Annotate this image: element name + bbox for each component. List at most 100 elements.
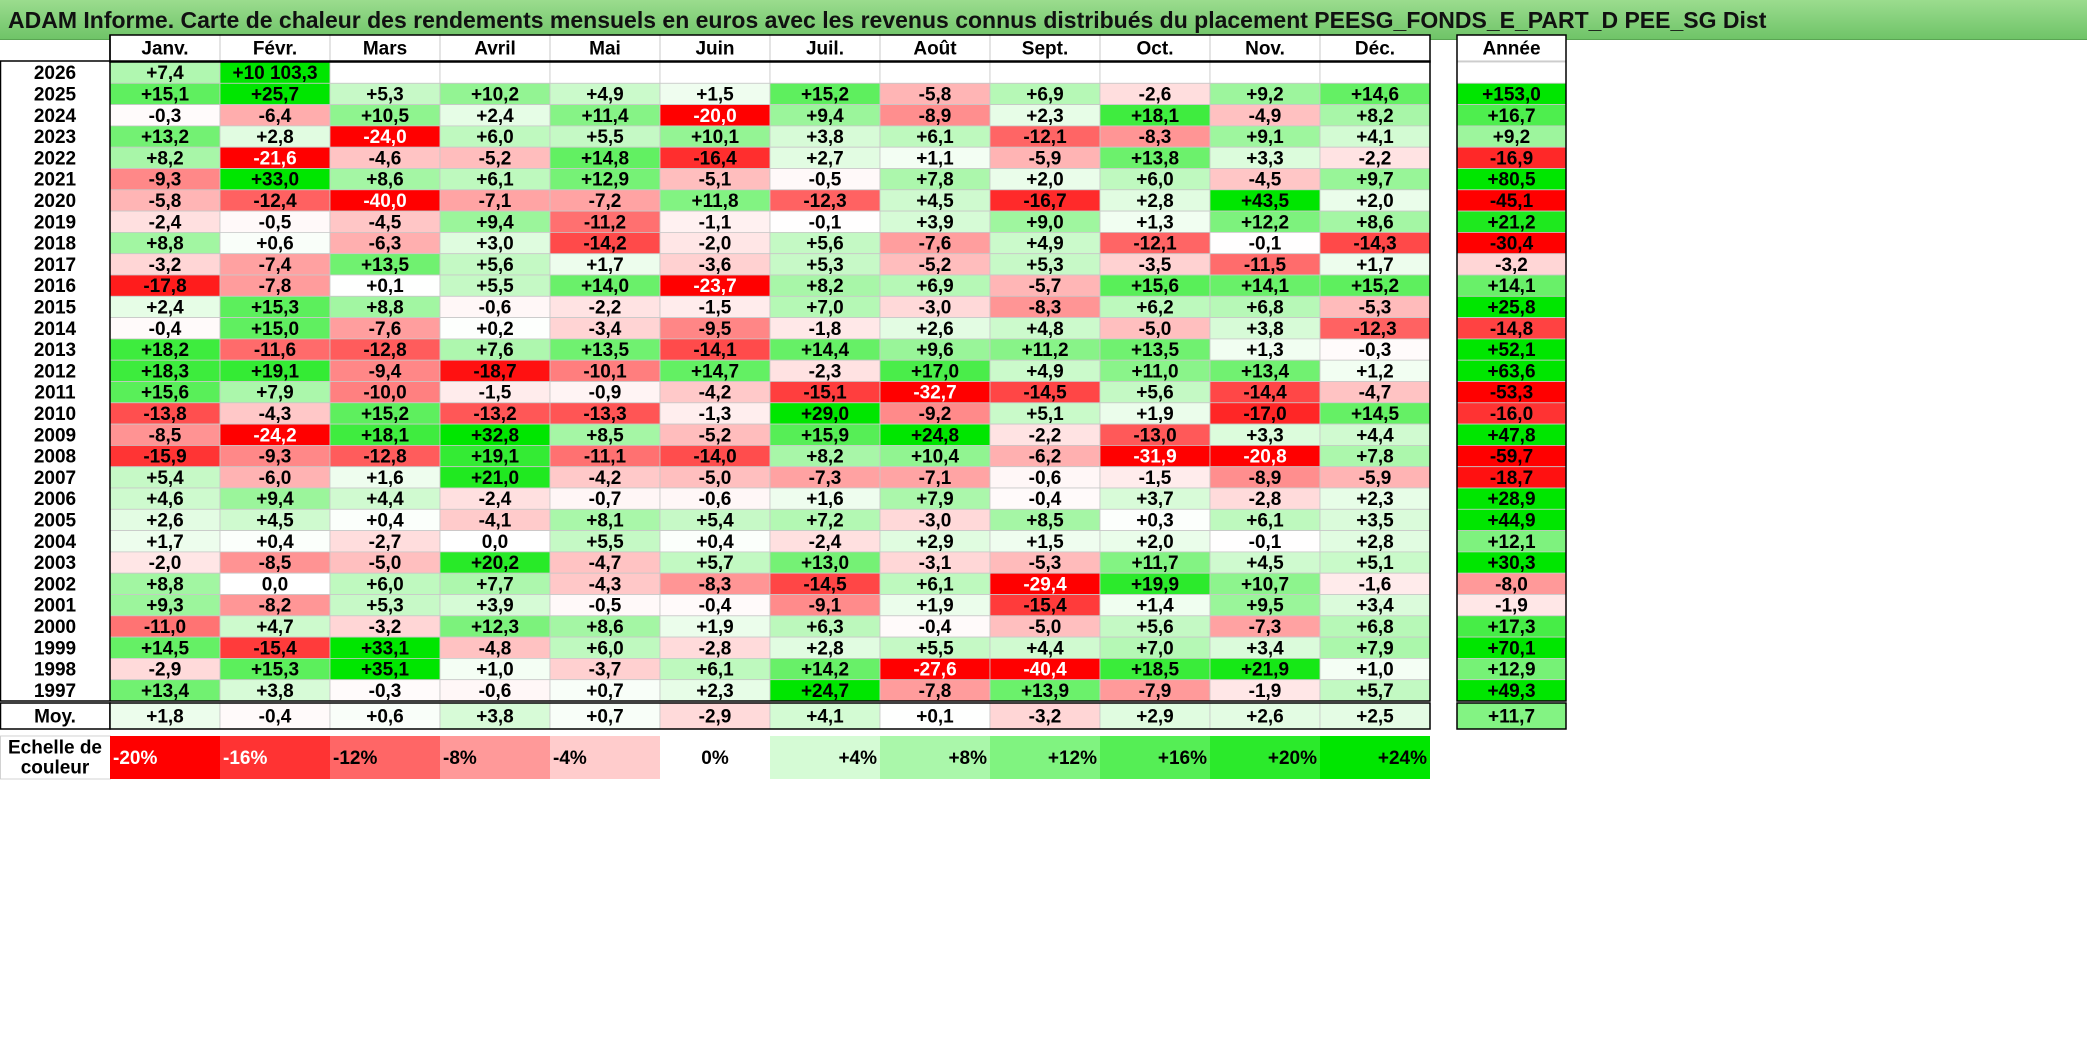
cell-value: +8,1 <box>586 510 624 531</box>
cell-value: +2,8 <box>256 127 294 148</box>
scale-tick-label: +4% <box>838 748 877 769</box>
cell-value: +4,7 <box>256 617 294 638</box>
annual-value: -59,7 <box>1490 447 1533 468</box>
cell-value: +15,6 <box>1131 276 1179 297</box>
column-header-12: Déc. <box>1355 39 1395 60</box>
column-header-5: Mai <box>589 39 621 60</box>
cell-value: +19,1 <box>251 361 300 382</box>
year-label-2015: 2015 <box>34 297 77 318</box>
scale-swatch <box>1100 736 1210 779</box>
cell-value: +9,2 <box>1246 84 1284 105</box>
annual-value: -16,9 <box>1490 148 1533 169</box>
cell-value: -1,5 <box>479 383 512 404</box>
cell-value: +3,3 <box>1246 425 1284 446</box>
cell-value: +15,3 <box>251 660 299 681</box>
average-cell <box>219 702 331 730</box>
cell-value: +5,4 <box>146 468 184 489</box>
cell-value: +3,0 <box>476 234 514 255</box>
heatmap-cell <box>659 61 771 84</box>
cell-value: +1,5 <box>696 84 734 105</box>
heatmap-cell <box>329 61 441 84</box>
cell-value: +9,5 <box>1246 596 1284 617</box>
cell-value: +2,9 <box>916 532 954 553</box>
cell-value: -7,8 <box>259 276 292 297</box>
cell-value: -14,3 <box>1353 234 1396 255</box>
cell-value: -6,2 <box>1029 447 1062 468</box>
cell-value: -14,5 <box>1023 383 1067 404</box>
cell-value: +1,3 <box>1246 340 1284 361</box>
cell-value: +7,8 <box>916 170 954 191</box>
cell-value: +14,0 <box>581 276 629 297</box>
column-header-6: Juin <box>695 39 734 60</box>
cell-value: +4,9 <box>1026 234 1064 255</box>
scale-label-line-1: Echelle de <box>8 738 102 759</box>
cell-value: +1,7 <box>1356 255 1394 276</box>
cell-value: +5,3 <box>806 255 844 276</box>
cell-value: +11,7 <box>1131 553 1178 574</box>
cell-value: +4,1 <box>1356 127 1394 148</box>
cell-value: -0,3 <box>149 106 182 127</box>
cell-value: +6,8 <box>1356 617 1394 638</box>
cell-value: -11,1 <box>584 447 627 468</box>
cell-value: +7,0 <box>1136 638 1174 659</box>
annual-value: +25,8 <box>1487 297 1535 318</box>
cell-value: +18,2 <box>141 340 189 361</box>
cell-value: -3,2 <box>149 255 182 276</box>
year-label-2000: 2000 <box>34 617 76 638</box>
cell-value: +33,0 <box>251 170 299 191</box>
annual-value: +80,5 <box>1487 170 1536 191</box>
cell-value: -40,0 <box>363 191 406 212</box>
cell-value: -5,9 <box>1029 148 1062 169</box>
cell-value: -3,1 <box>919 553 952 574</box>
annual-value: -16,0 <box>1490 404 1533 425</box>
average-value: -3,2 <box>1029 707 1062 728</box>
annual-value: -14,8 <box>1490 319 1533 340</box>
cell-value: -17,0 <box>1243 404 1286 425</box>
cell-value: -4,7 <box>1359 383 1392 404</box>
year-label-2006: 2006 <box>34 489 76 510</box>
cell-value: +4,4 <box>366 489 404 510</box>
cell-value: +7,6 <box>476 340 514 361</box>
average-value: -0,4 <box>259 707 292 728</box>
cell-value: +5,5 <box>476 276 514 297</box>
average-annual-cell <box>1456 702 1567 730</box>
cell-value: -2,4 <box>479 489 512 510</box>
cell-value: -5,8 <box>149 191 182 212</box>
cell-value: -9,5 <box>699 319 732 340</box>
cell-value: -20,0 <box>693 106 736 127</box>
cell-value: -5,3 <box>1029 553 1062 574</box>
annual-value: -3,2 <box>1495 255 1528 276</box>
header-cell <box>1456 34 1567 62</box>
grid-frame <box>0 60 1431 702</box>
cell-value: +3,8 <box>1246 319 1284 340</box>
cell-value: +6,2 <box>1136 297 1174 318</box>
cell-value: +13,0 <box>801 553 849 574</box>
year-label-2026: 2026 <box>34 63 76 84</box>
cell-value: -0,5 <box>809 170 842 191</box>
cell-value: -12,1 <box>1023 127 1067 148</box>
scale-tick-label: +12% <box>1048 748 1097 769</box>
cell-value: -32,7 <box>913 383 956 404</box>
cell-value: +14,8 <box>581 148 629 169</box>
cell-value: +2,6 <box>916 319 954 340</box>
cell-value: +14,4 <box>801 340 850 361</box>
cell-value: +15,0 <box>251 319 299 340</box>
cell-value: +6,3 <box>806 617 844 638</box>
cell-value: -4,5 <box>369 212 402 233</box>
cell-value: +6,8 <box>1246 297 1284 318</box>
cell-value: -5,8 <box>919 84 952 105</box>
cell-value: -2,2 <box>1359 148 1392 169</box>
cell-value: +5,7 <box>1356 681 1394 702</box>
cell-value: -3,0 <box>919 510 952 531</box>
cell-value: -7,1 <box>479 191 512 212</box>
average-annual-value: +11,7 <box>1488 707 1535 728</box>
cell-value: +3,4 <box>1356 596 1394 617</box>
cell-value: -9,2 <box>919 404 952 425</box>
cell-value: +0,4 <box>256 532 294 553</box>
cell-value: -0,7 <box>589 489 622 510</box>
cell-value: +14,6 <box>1351 84 1399 105</box>
cell-value: +14,5 <box>1351 404 1400 425</box>
annual-value: +21,2 <box>1487 212 1535 233</box>
year-label-2009: 2009 <box>34 425 76 446</box>
cell-value: -10,1 <box>583 361 627 382</box>
